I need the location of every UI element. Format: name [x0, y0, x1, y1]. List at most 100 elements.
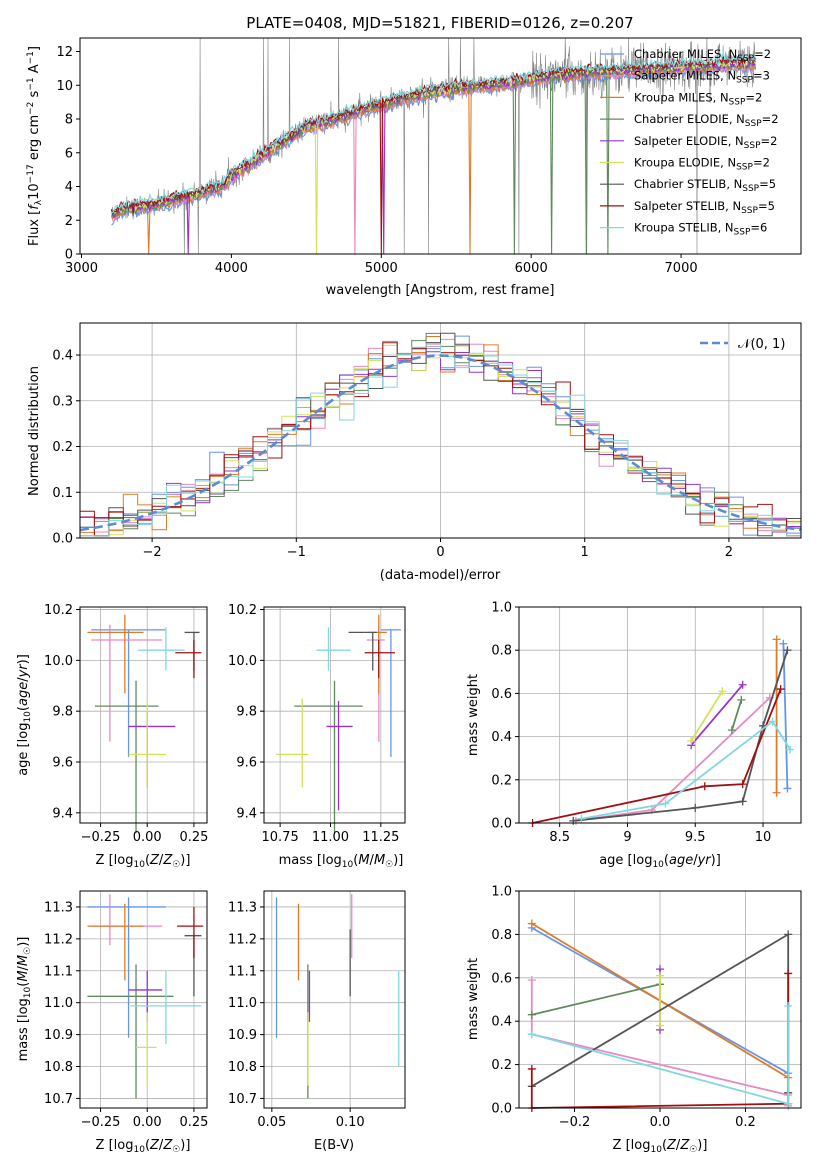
mass_vs_ebv-ytick-label: 10.8: [228, 1060, 257, 1075]
residuals-x-axis-label: (data-model)/error: [380, 568, 501, 583]
spectrum-ytick-label: 0: [65, 248, 73, 263]
mass_vs_ebv-ytick-label: 11.2: [228, 932, 257, 947]
spectrum-ytick-label: 4: [65, 180, 73, 195]
age_vs_mass-plot-area: [276, 614, 401, 834]
weight_vs_age-point-marker: [687, 736, 696, 745]
age_vs_mass-errorbar: [368, 614, 387, 694]
weight_vs_age-series-line: [782, 643, 789, 789]
mass_vs_Z-frame: −0.25 0.00 0.25 10.7 10.8 10.9 11.0 11.1 11.2 11.…: [44, 890, 208, 1130]
spectrum-y-axis-label: Flux [fλ10−17 erg cm−2 s−1 A−1]: [26, 46, 44, 246]
weight_vs_age-y-axis-label: mass weight: [466, 674, 481, 756]
weight_vs_age-point-marker: [700, 782, 709, 791]
mass_vs_ebv-plot-area: [275, 894, 400, 1099]
weight_vs_age-series-line: [532, 688, 782, 824]
mass_vs_ebv-frame: 0.05 0.10 10.7 10.8 10.9 11.0 11.1 11.2 11.3: [228, 890, 406, 1130]
weight_vs_Z-xtick-label: 0.2: [735, 1115, 756, 1130]
mass_vs_ebv-ytick-label: 11.1: [228, 964, 257, 979]
legend-label: Salpeter STELIB, NSSP=5: [634, 199, 775, 216]
mass_vs_Z-errorbar: [130, 970, 202, 1045]
mass_vs_Z-ytick-label: 10.7: [44, 1092, 73, 1107]
weight_vs_Z-point-marker: [784, 1002, 793, 1011]
legend-label: Chabrier MILES, NSSP=2: [634, 47, 771, 64]
residuals-xtick-label: 0: [436, 545, 444, 560]
mass_vs_Z-x-axis-label: Z [log10(Z/Z☉)]: [96, 1138, 191, 1155]
legend-label: Chabrier ELODIE, NSSP=2: [634, 112, 779, 129]
age_vs_mass-errorbar: [326, 701, 353, 811]
mass_vs_Z-plot-area: [87, 894, 204, 1099]
residuals-ytick-label: 0.1: [52, 486, 73, 501]
mass_vs_Z-xtick-label: −0.25: [81, 1115, 121, 1130]
weight_vs_age-point-marker: [738, 780, 747, 789]
age_vs_Z-frame: −0.25 0.00 0.25 9.4 9.6 9.8 10.0 10.2: [44, 603, 208, 845]
weight_vs_age-ytick-label: 0.4: [491, 730, 512, 745]
mass_vs_Z-errorbar: [177, 906, 204, 959]
weight_vs_Z-point-marker: [527, 975, 536, 984]
age_vs_Z-border: [79, 606, 208, 824]
spectrum-frame: 3000 4000 5000 6000 7000 0 2 4 6 8 10 12: [56, 37, 802, 276]
weight_vs_age-point-marker: [727, 726, 736, 735]
weight_vs_Z-point-marker: [784, 930, 793, 939]
weight_vs_age-xtick-label: 9.5: [685, 830, 706, 845]
weight_vs_age-point-marker: [569, 816, 578, 825]
age_vs_mass-ytick-label: 10.0: [228, 654, 257, 669]
weight_vs_age-point-marker: [718, 687, 727, 696]
weight_vs_age-point-marker: [786, 745, 795, 754]
residuals-xtick-label: −2: [143, 545, 162, 560]
mass_vs_ebv-xtick-label: 0.05: [257, 1115, 286, 1130]
mass_vs_Z-xtick-label: 0.00: [133, 1115, 162, 1130]
residuals-histogram-step: [80, 351, 801, 537]
mass_vs_Z-ytick-label: 11.3: [44, 900, 73, 915]
weight_vs_age-series-line: [731, 699, 743, 731]
legend-label: Kroupa ELODIE, NSSP=2: [634, 156, 770, 173]
age_vs_Z-errorbar: [175, 640, 202, 679]
mass_vs_ebv-border: [263, 890, 406, 1109]
age_vs_mass-errorbar: [294, 680, 363, 834]
spectrum-x-axis-label: wavelength [Angstrom, rest frame]: [326, 283, 555, 298]
age_vs_mass-ytick-label: 10.2: [228, 603, 257, 618]
weight_vs_age-series-line: [690, 690, 724, 742]
weight_vs_age-point-marker: [737, 695, 746, 704]
residuals-ytick-label: 0.3: [52, 394, 73, 409]
mass_vs_Z-ytick-label: 11.2: [44, 932, 73, 947]
mass_vs_Z-border: [79, 890, 208, 1109]
weight_vs_Z-point-marker: [527, 919, 536, 928]
mass_vs_ebv-ytick-label: 10.7: [228, 1092, 257, 1107]
residuals-histogram-step: [80, 336, 801, 537]
residuals-ytick-label: 0.0: [52, 532, 73, 547]
weight_vs_age-frame: 8.5 9 9.5 10 0.0 0.2 0.4 0.6 0.8 1.0: [491, 601, 802, 845]
weight_vs_age-point-marker: [779, 639, 788, 648]
mass_vs_Z-xtick-label: 0.25: [179, 1115, 208, 1130]
legend-label: 𝒩(0, 1): [738, 337, 785, 352]
weight_vs_age-point-marker: [772, 788, 781, 797]
age_vs_mass-errorbar: [364, 640, 395, 679]
weight_vs_Z-point-marker: [784, 1099, 793, 1108]
weight_vs_age-point-marker: [691, 803, 700, 812]
weight_vs_age-ytick-label: 0.6: [491, 687, 512, 702]
mass_vs_Z-axes: [80, 891, 207, 1108]
age_vs_mass-errorbar: [366, 624, 385, 742]
weight_vs_age-ytick-label: 0.8: [491, 644, 512, 659]
mass_vs_Z-errorbar: [87, 903, 144, 981]
residuals-ytick-label: 0.2: [52, 440, 73, 455]
mass_vs_Z-ytick-label: 11.0: [44, 996, 73, 1011]
weight_vs_Z-point-marker: [784, 969, 793, 978]
weight_vs_age-point-marker: [772, 635, 781, 644]
mass_vs_Z-errorbar: [184, 935, 202, 997]
spectrum-xtick-label: 5000: [365, 261, 398, 276]
weight_vs_age-point-marker: [738, 797, 747, 806]
age_vs_Z-x-axis-label: Z [log10(Z/Z☉)]: [96, 853, 191, 870]
spectrum-model-line: [111, 51, 756, 214]
weight_vs_Z-series-line: [531, 983, 661, 1016]
weight_vs_age-point-marker: [776, 685, 785, 694]
age_vs_mass-xtick-label: 11.00: [312, 830, 349, 845]
age_vs_Z-errorbar: [91, 624, 163, 742]
weight_vs_Z-point-marker: [656, 1021, 664, 1030]
spectrum-xtick-label: 7000: [665, 261, 698, 276]
residuals-xtick-label: 1: [581, 545, 589, 560]
weight_vs_Z-ytick-label: 0.8: [491, 928, 512, 943]
weight_vs_age-ytick-label: 0.2: [491, 773, 512, 788]
age_vs_Z-ytick-label: 9.8: [52, 705, 73, 720]
mass_vs_ebv-ytick-label: 11.3: [228, 900, 257, 915]
age_vs_Z-y-axis-label: age [log10(age/yr)]: [16, 654, 33, 776]
